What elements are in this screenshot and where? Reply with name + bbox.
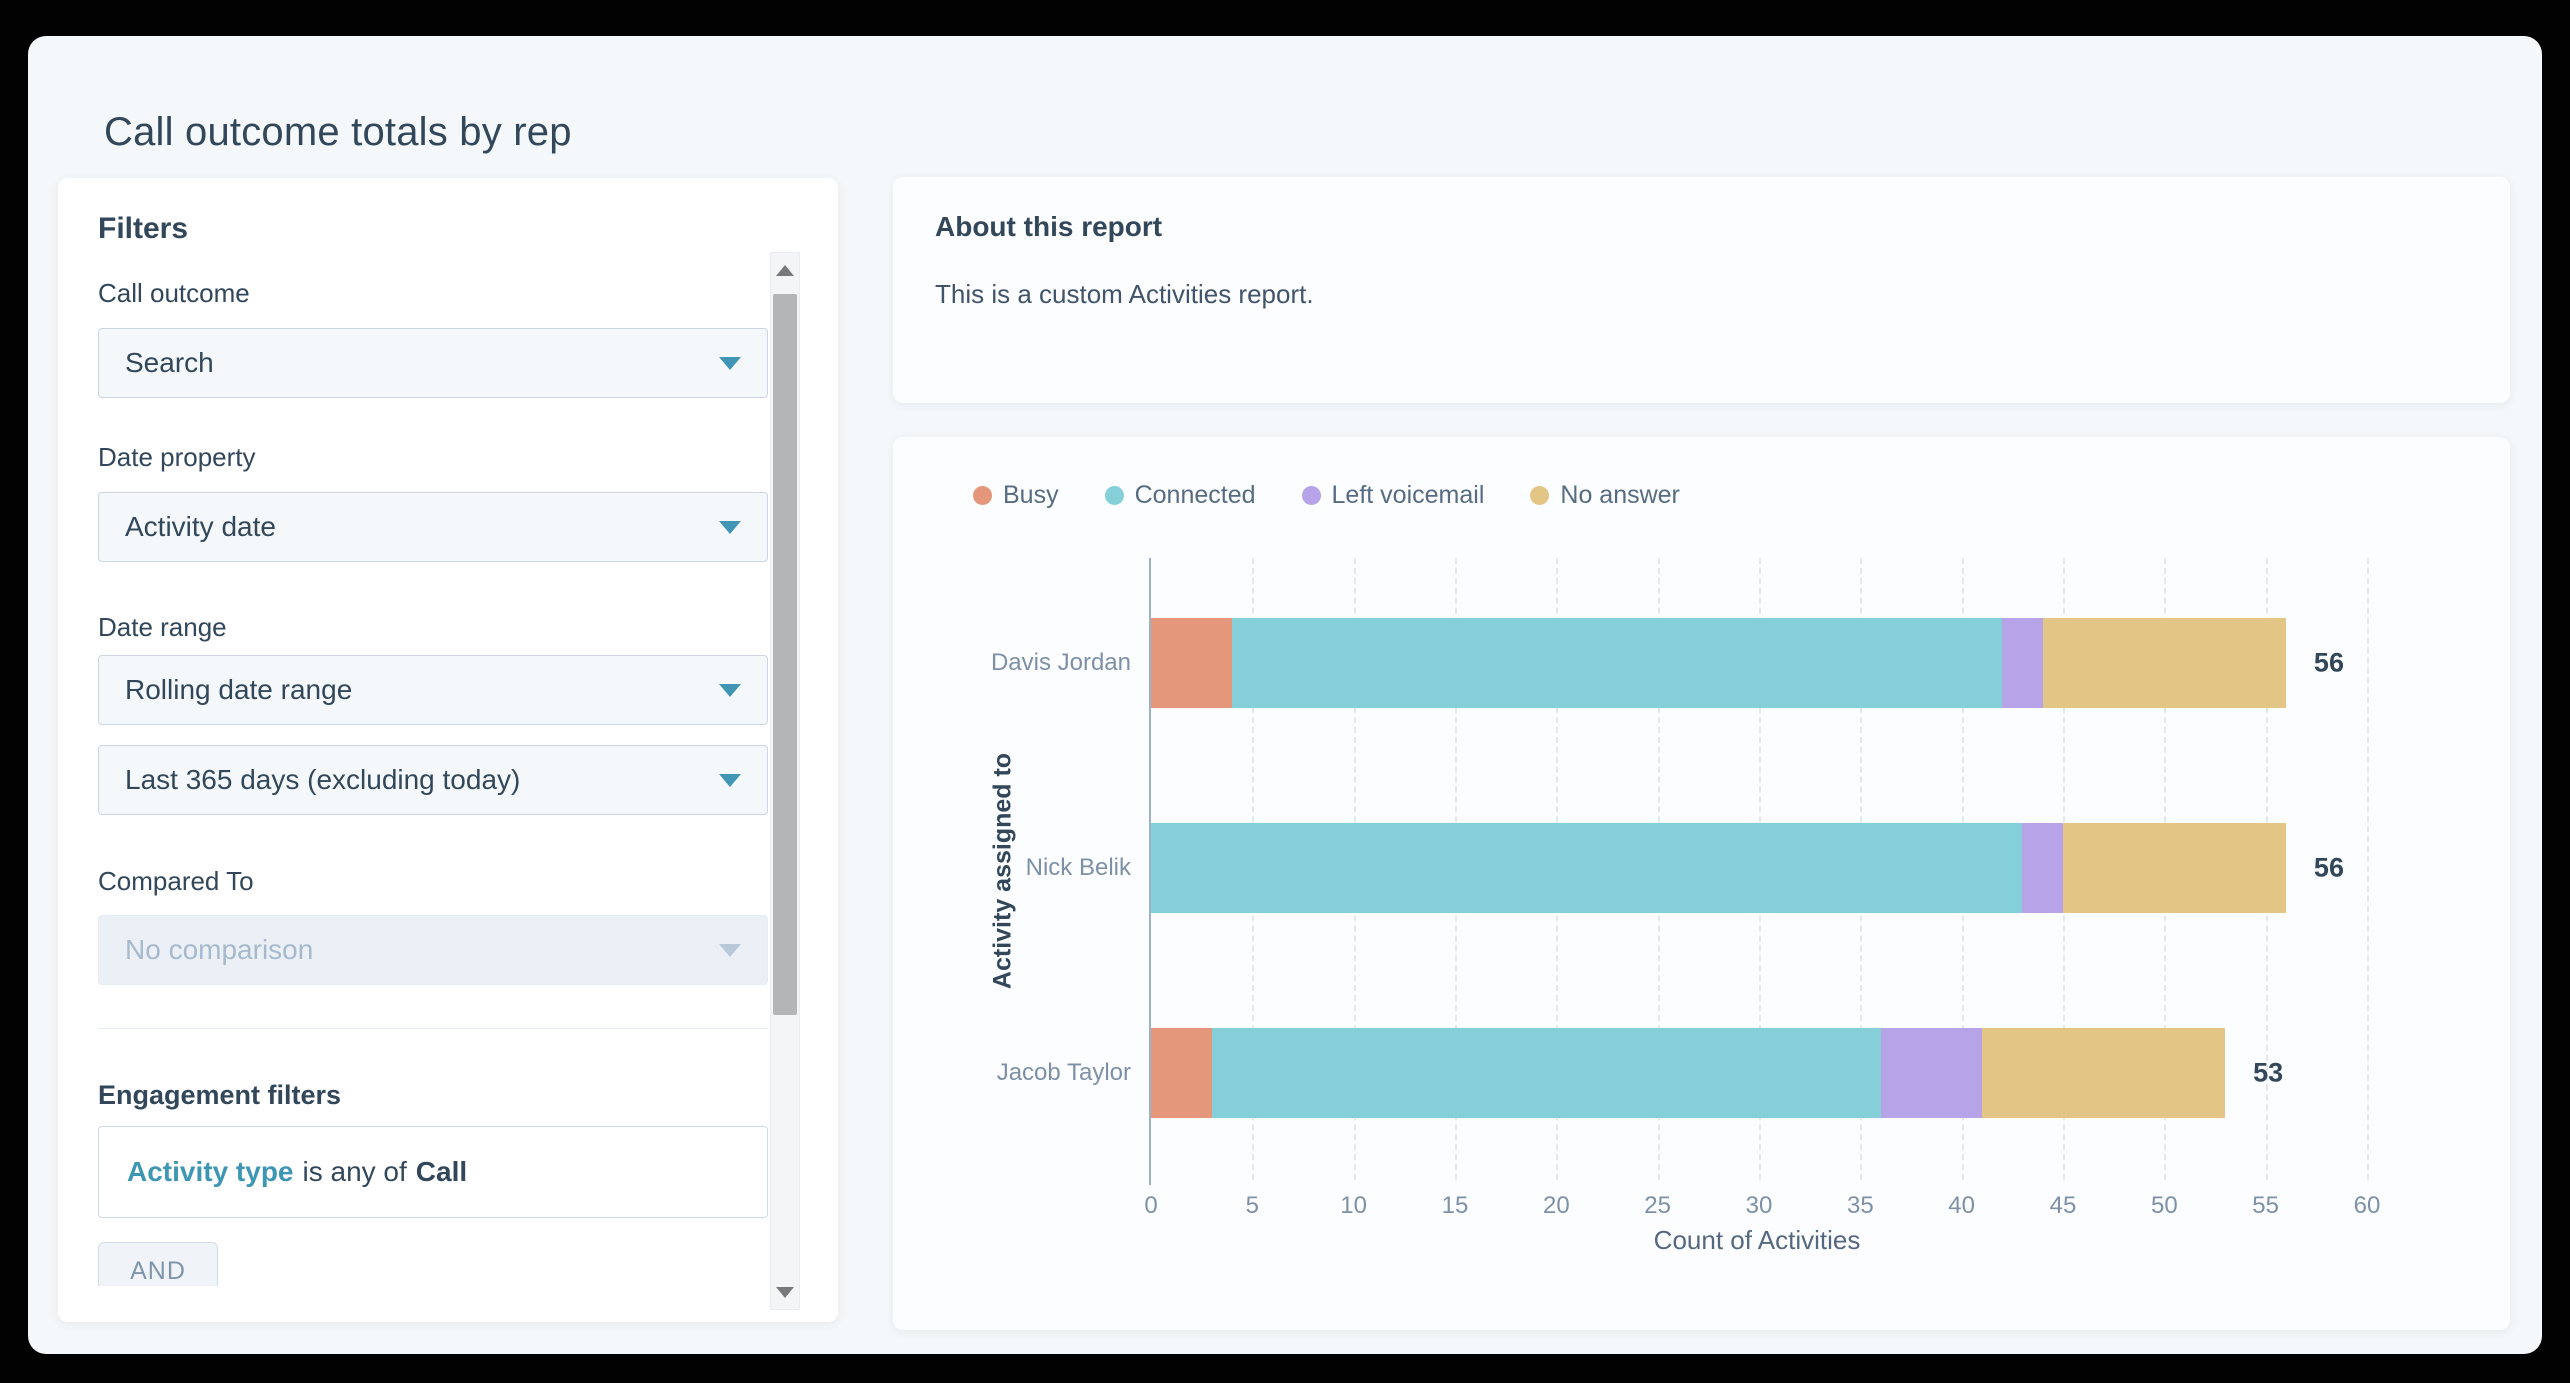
- legend-label: Left voicemail: [1331, 481, 1485, 509]
- compared-to-select: No comparison: [98, 915, 768, 985]
- scrollbar-up-arrow[interactable]: [771, 253, 799, 287]
- caret-down-icon: [719, 773, 741, 787]
- x-tick-label: 20: [1542, 1192, 1570, 1219]
- date-range-value: Rolling date range: [125, 674, 353, 705]
- section-divider: [98, 1028, 768, 1029]
- report-page: Call outcome totals by rep Filters Call …: [28, 36, 2542, 1354]
- bar-segment-left-voicemail[interactable]: [2022, 823, 2063, 913]
- report-chart-card: Busy Connected Left voicemail No answer Act…: [893, 437, 2510, 1330]
- activity-type-link[interactable]: Activity type: [127, 1156, 294, 1187]
- legend-dot-icon: [1301, 486, 1321, 505]
- rolling-range-value: Last 365 days (excluding today): [125, 764, 521, 795]
- plot-area: 56 56 53 0 5 10 15 20 25 30 35 40 45 50 55 60: [1144, 558, 2380, 1219]
- bar-davis-jordan[interactable]: [1151, 618, 2286, 708]
- rule-value: Call: [415, 1156, 468, 1187]
- engagement-filters-heading: Engagement filters: [98, 1080, 342, 1110]
- legend-item-connected[interactable]: Connected: [1104, 481, 1256, 510]
- call-outcome-select[interactable]: Search: [98, 328, 768, 398]
- legend-label: Connected: [1134, 481, 1256, 509]
- triangle-down-icon: [776, 1286, 794, 1298]
- gridline: [2367, 558, 2369, 1180]
- legend-dot-icon: [973, 486, 992, 505]
- caret-down-icon: [719, 356, 741, 370]
- x-tick-label: 15: [1441, 1192, 1469, 1219]
- bar-segment-busy[interactable]: [1151, 1028, 1212, 1118]
- category-label: Jacob Taylor: [996, 1059, 1131, 1086]
- bar-total-label: 56: [2313, 852, 2344, 883]
- legend-item-left-voicemail[interactable]: Left voicemail: [1301, 481, 1485, 510]
- scrollbar-down-arrow[interactable]: [771, 1275, 799, 1309]
- filters-panel: Filters Call outcome Search Date propert…: [58, 178, 838, 1322]
- x-tick-label: 40: [1948, 1192, 1976, 1219]
- x-tick-label: 50: [2150, 1192, 2178, 1219]
- about-report-heading: About this report: [935, 211, 1163, 242]
- x-tick-label: 5: [1245, 1192, 1260, 1219]
- x-tick-label: 35: [1846, 1192, 1874, 1219]
- bar-segment-connected[interactable]: [1211, 1028, 1881, 1118]
- filters-scrollbar[interactable]: [770, 252, 800, 1310]
- rolling-range-select[interactable]: Last 365 days (excluding today): [98, 745, 768, 815]
- bar-segment-no-answer[interactable]: [2062, 823, 2286, 913]
- triangle-up-icon: [776, 264, 794, 276]
- legend-dot-icon: [1104, 486, 1124, 505]
- and-button-clip: AND: [98, 1242, 258, 1286]
- x-tick-label: 10: [1340, 1192, 1368, 1219]
- scrollbar-thumb[interactable]: [773, 294, 797, 1015]
- date-property-value: Activity date: [125, 511, 276, 542]
- x-tick-label: 45: [2049, 1192, 2077, 1219]
- call-outcome-label: Call outcome: [98, 278, 250, 308]
- filters-heading: Filters: [98, 212, 189, 245]
- caret-down-icon: [719, 520, 741, 534]
- category-label: Davis Jordan: [990, 649, 1131, 676]
- x-tick-label: 30: [1745, 1192, 1773, 1219]
- x-tick-label: 60: [2353, 1192, 2381, 1219]
- bar-segment-connected[interactable]: [1151, 823, 2023, 913]
- compared-to-label: Compared To: [98, 866, 254, 896]
- caret-down-icon: [719, 683, 741, 697]
- rule-operator: is any of: [302, 1156, 407, 1187]
- date-range-select[interactable]: Rolling date range: [98, 655, 768, 725]
- engagement-filter-rule[interactable]: Activity type is any of Call: [98, 1126, 768, 1218]
- caret-down-icon: [719, 943, 741, 957]
- bar-segment-busy[interactable]: [1151, 618, 1233, 708]
- legend-label: Busy: [1003, 481, 1059, 509]
- legend-label: No answer: [1560, 481, 1680, 509]
- date-property-select[interactable]: Activity date: [98, 492, 768, 562]
- page-title: Call outcome totals by rep: [104, 110, 572, 154]
- about-report-body: This is a custom Activities report.: [935, 279, 1314, 309]
- bar-total-label: 53: [2253, 1057, 2284, 1088]
- call-outcome-value: Search: [125, 347, 214, 378]
- chart-legend: Busy Connected Left voicemail No answer: [973, 481, 1680, 510]
- category-label: Nick Belik: [1025, 854, 1131, 881]
- bar-segment-left-voicemail[interactable]: [2002, 618, 2043, 708]
- x-axis-title: Count of Activities: [1653, 1225, 1861, 1255]
- legend-dot-icon: [1530, 486, 1550, 505]
- bar-segment-left-voicemail[interactable]: [1880, 1028, 1982, 1118]
- bar-nick-belik[interactable]: [1151, 823, 2286, 913]
- bar-segment-connected[interactable]: [1232, 618, 2003, 708]
- x-tick-label: 25: [1644, 1192, 1672, 1219]
- about-report-card: About this report This is a custom Activ…: [893, 177, 2510, 403]
- x-tick-label: 55: [2252, 1192, 2280, 1219]
- date-property-label: Date property: [98, 442, 256, 472]
- bar-segment-no-answer[interactable]: [1981, 1028, 2226, 1118]
- legend-item-no-answer[interactable]: No answer: [1530, 481, 1680, 510]
- date-range-label: Date range: [98, 612, 227, 642]
- bar-jacob-taylor[interactable]: [1151, 1028, 2226, 1118]
- compared-to-value: No comparison: [125, 934, 314, 965]
- and-button[interactable]: AND: [98, 1242, 218, 1286]
- x-tick-label: 0: [1144, 1192, 1158, 1219]
- bar-total-label: 56: [2313, 647, 2344, 678]
- legend-item-busy[interactable]: Busy: [973, 481, 1059, 510]
- bar-segment-no-answer[interactable]: [2042, 618, 2286, 708]
